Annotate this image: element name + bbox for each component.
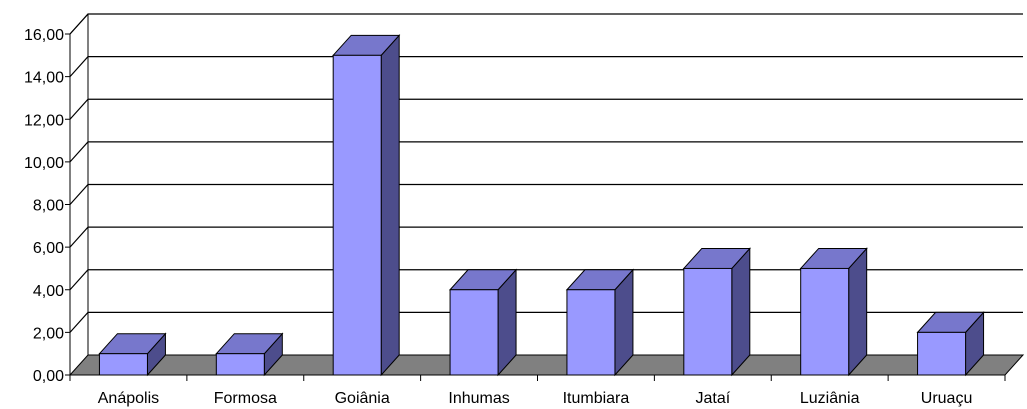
chart-floor bbox=[68, 354, 1025, 376]
gridline bbox=[69, 269, 1023, 291]
bar bbox=[215, 332, 284, 377]
y-tick-label: 0,00 bbox=[33, 368, 64, 385]
bar bbox=[916, 311, 985, 377]
bar bbox=[332, 34, 401, 377]
gridline bbox=[69, 311, 1023, 333]
x-tick-label: Inhumas bbox=[448, 390, 509, 407]
bar-side bbox=[380, 34, 400, 377]
bar bbox=[799, 247, 868, 377]
x-tick-labels: Anápolis Formosa Goiânia Inhumas Itumbiara Ja… bbox=[98, 390, 973, 407]
x-tick-label: Goiânia bbox=[335, 390, 390, 407]
bar bbox=[98, 332, 167, 377]
bar-front bbox=[215, 353, 265, 376]
gridline bbox=[69, 226, 1023, 248]
y-tick-label: 10,00 bbox=[24, 155, 64, 172]
x-tick-label: Anápolis bbox=[98, 390, 159, 407]
gridline bbox=[69, 98, 1023, 120]
bar-front bbox=[449, 289, 499, 376]
gridline bbox=[69, 56, 1023, 78]
y-tick-label: 14,00 bbox=[24, 70, 64, 87]
gridline bbox=[69, 13, 1023, 35]
back-wall-top-edge bbox=[69, 13, 1023, 35]
floor bbox=[68, 354, 1025, 376]
bar-front bbox=[566, 289, 616, 376]
bar-side bbox=[731, 247, 751, 377]
x-tick-label: Itumbiara bbox=[563, 390, 630, 407]
bar bbox=[682, 247, 751, 377]
y-tick-label: 12,00 bbox=[24, 112, 64, 129]
y-tick-label: 2,00 bbox=[33, 325, 64, 342]
bar-front bbox=[332, 54, 382, 376]
x-tick-label: Uruaçu bbox=[921, 390, 973, 407]
y-tick-label: 16,00 bbox=[24, 27, 64, 44]
bars bbox=[98, 34, 985, 377]
y-tick-label: 8,00 bbox=[33, 198, 64, 215]
bar-front bbox=[683, 267, 733, 376]
bar bbox=[565, 268, 635, 377]
x-tick-label: Luziânia bbox=[800, 390, 860, 407]
bar-front bbox=[98, 353, 148, 376]
y-tick-labels: 0,00 2,00 4,00 6,00 8,00 10,00 12,00 14,00 16,00 bbox=[24, 27, 64, 385]
bar-front bbox=[917, 331, 967, 376]
gridline bbox=[69, 141, 1023, 163]
y-tick-label: 6,00 bbox=[33, 240, 64, 257]
x-tick-label: Formosa bbox=[214, 390, 277, 407]
x-tick-label: Jataí bbox=[695, 390, 730, 407]
bar bbox=[448, 268, 518, 377]
bar-side bbox=[848, 247, 868, 377]
grid-lines bbox=[69, 13, 1023, 333]
y-tick-label: 4,00 bbox=[33, 283, 64, 300]
gridline bbox=[69, 183, 1023, 205]
bar-front bbox=[800, 267, 850, 376]
